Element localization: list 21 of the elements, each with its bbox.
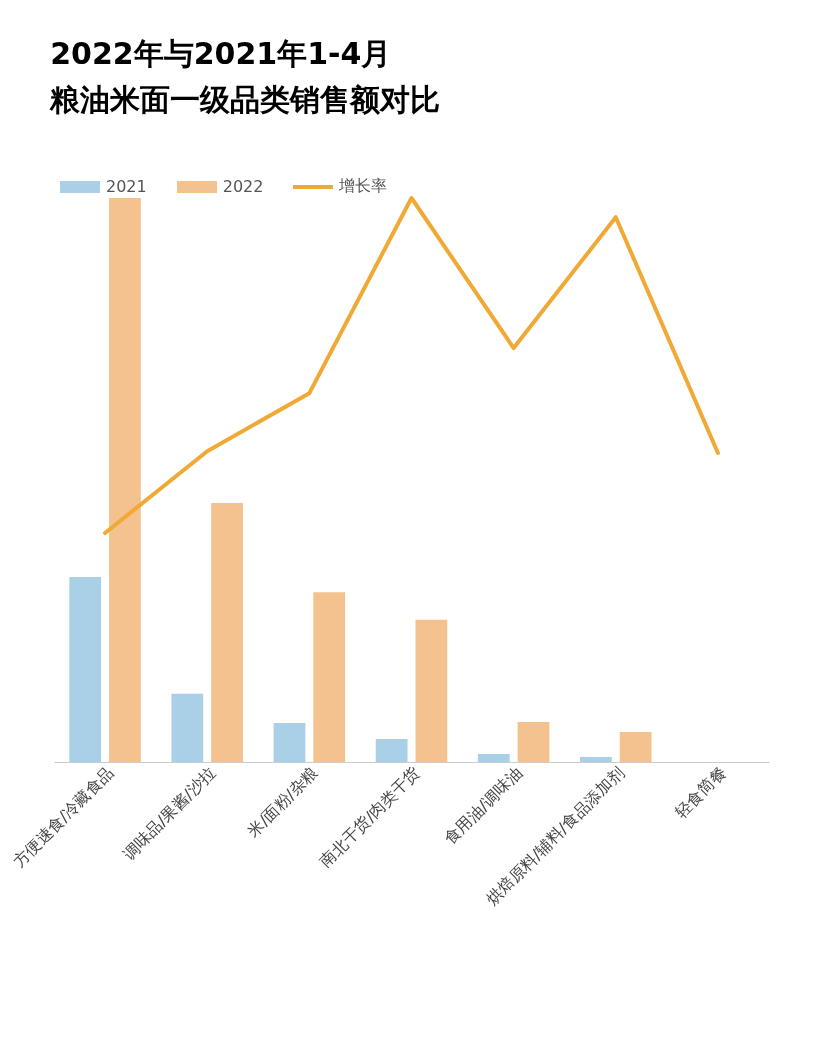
bar [580, 756, 612, 762]
bar [477, 754, 510, 762]
bar [375, 738, 408, 762]
bar [211, 503, 243, 762]
bar [273, 723, 306, 762]
x-tick-label: 方便速食/冷藏食品 [9, 763, 118, 871]
bar [517, 721, 550, 762]
bar [619, 732, 652, 762]
bar [171, 693, 204, 762]
bar [69, 577, 102, 762]
legend-label: 2021 [106, 177, 147, 196]
bar [109, 198, 141, 762]
x-tick-label: 食用油/调味油 [440, 763, 526, 849]
chart-title: 2022年与2021年1-4月 [50, 36, 392, 71]
x-tick-label: 轻食简餐 [671, 763, 730, 822]
legend-label: 2022 [222, 177, 264, 196]
x-tick-label: 调味品/果酱/沙拉 [118, 763, 220, 864]
legend-label: 增长率 [339, 176, 388, 197]
chart-subtitle: 粮油米面一级品类销售额对比 [49, 82, 441, 117]
bar [313, 592, 346, 762]
bar [415, 619, 448, 762]
